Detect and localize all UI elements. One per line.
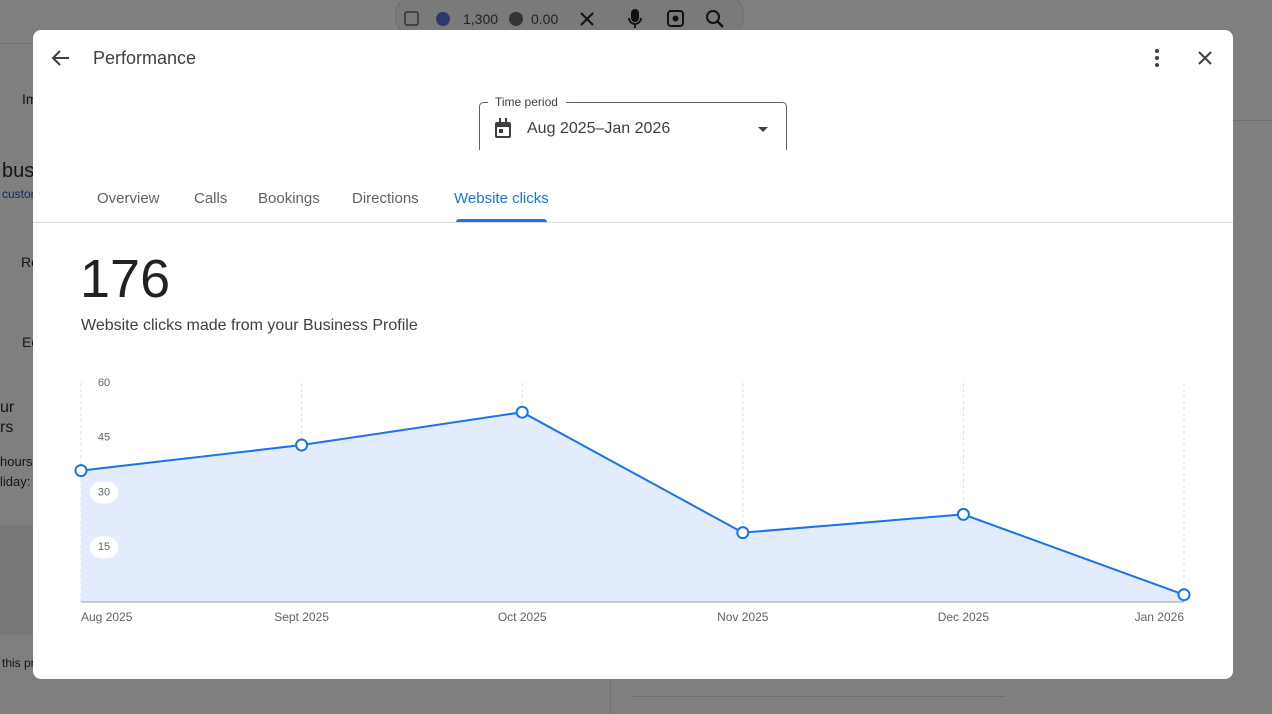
y-tick-label: 15 [98, 541, 110, 553]
point [736, 526, 750, 540]
total: 176 [80, 249, 171, 309]
tab-indicator [456, 219, 547, 222]
bg-text: hours [0, 454, 33, 469]
description: Website clicks made from your Business P… [81, 317, 418, 334]
area [81, 412, 1184, 602]
tab[interactable]: Overview [97, 190, 160, 207]
toolbar-icons [404, 9, 724, 28]
tab[interactable]: Bookings [258, 190, 320, 207]
y-tick-label: 60 [98, 377, 110, 389]
field-value[interactable]: Aug 2025–Jan 2026 [527, 120, 671, 137]
dialog-title: Performance [93, 48, 197, 68]
field-label: Time period [495, 95, 558, 109]
bg-text: bus [2, 160, 35, 182]
bg-text: ur [0, 399, 15, 416]
point [515, 405, 529, 419]
divider [610, 679, 611, 714]
tick-label-bg [90, 426, 118, 449]
line [80, 411, 1185, 596]
bg-text: liday: [0, 474, 31, 489]
point [1177, 588, 1191, 602]
dialog: Performance Time period Aug 2025–Jan 202… [33, 30, 1233, 679]
x-tick-label: Nov 2025 [717, 610, 769, 624]
tick-label-bg [90, 372, 118, 394]
point [956, 507, 970, 521]
divider [33, 222, 1233, 223]
divider [1233, 120, 1272, 121]
back-icon[interactable] [51, 50, 69, 66]
close-icon[interactable] [1198, 51, 1212, 65]
tick-label-bg [90, 536, 118, 559]
point [295, 438, 309, 452]
panel [0, 525, 33, 635]
bg-link: custom [2, 187, 41, 201]
y-tick-label: 30 [98, 486, 110, 498]
x-tick-label: Oct 2025 [498, 610, 547, 624]
tick-label-bg [90, 481, 118, 504]
x-tick-label: Aug 2025 [81, 610, 133, 624]
more-icon[interactable] [1155, 49, 1159, 67]
x-tick-label: Jan 2026 [1135, 610, 1185, 624]
divider [0, 43, 33, 44]
points: 1,300 [463, 11, 499, 27]
tab[interactable]: Calls [194, 190, 228, 207]
divider [632, 696, 1005, 697]
tab[interactable]: Directions [352, 190, 419, 207]
chart: 15 30 45 60 Aug 2025 Sept 2025 Oct 2025 Nov 202… [74, 372, 1191, 624]
x-tick-label: Sept 2025 [274, 610, 329, 624]
point [74, 464, 88, 478]
select-outline[interactable] [479, 102, 787, 151]
x-tick-label: Dec 2025 [938, 610, 990, 624]
y-tick-label: 45 [98, 432, 110, 444]
bg-text: this pr [2, 656, 35, 670]
dialog-icons [51, 49, 1212, 151]
bg-text: rs [0, 419, 14, 436]
balance: 0.00 [531, 11, 559, 27]
tab[interactable]: Website clicks [454, 190, 549, 207]
